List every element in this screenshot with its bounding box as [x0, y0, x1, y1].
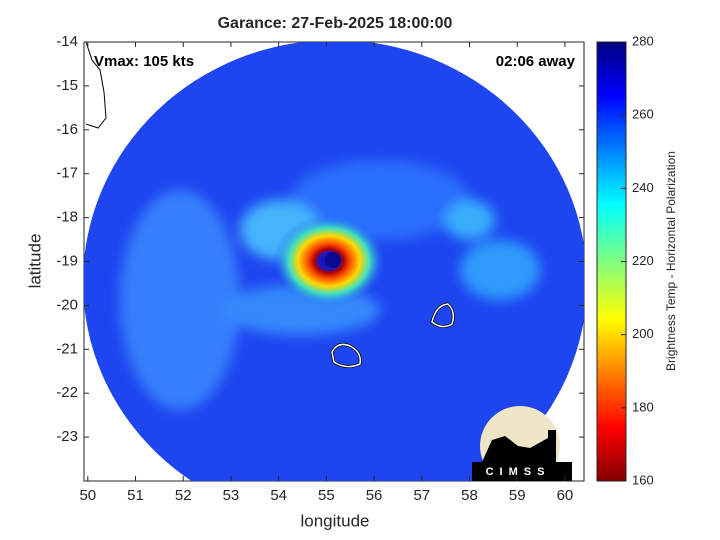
- colorbar-tick-label: 240: [632, 180, 654, 195]
- x-axis-label: longitude: [300, 511, 369, 530]
- y-tick-label: -15: [56, 77, 78, 94]
- colorbar-tick-label: 160: [632, 472, 654, 487]
- x-tick-label: 56: [366, 487, 383, 504]
- x-tick-label: 50: [79, 487, 96, 504]
- y-tick-label: -20: [56, 296, 78, 313]
- colorbar-tick-label: 180: [632, 399, 654, 414]
- colorbar-tick-label: 280: [632, 33, 654, 48]
- x-tick-label: 51: [127, 487, 144, 504]
- y-tick-label: -22: [56, 384, 78, 401]
- y-tick-label: -18: [56, 209, 78, 226]
- imagery: [84, 42, 584, 481]
- y-tick-label: -17: [56, 165, 78, 182]
- annotation: Vmax: 105 kts: [94, 53, 194, 70]
- x-tick-label: 58: [461, 487, 478, 504]
- y-tick-label: -16: [56, 121, 78, 138]
- x-tick-label: 60: [557, 487, 574, 504]
- colorbar-tick-label: 260: [632, 107, 654, 122]
- x-tick-label: 55: [318, 487, 335, 504]
- colorbar-label: Brightness Temp - Horizontal Polarizatio…: [664, 151, 678, 371]
- y-tick-label: -14: [56, 33, 78, 50]
- colorbar-tick-label: 220: [632, 253, 654, 268]
- chart-title: Garance: 27-Feb-2025 18:00:00: [218, 15, 453, 32]
- x-tick-label: 54: [270, 487, 287, 504]
- logo-text: CIMSS: [486, 466, 551, 478]
- y-tick-label: -19: [56, 252, 78, 269]
- x-tick-label: 52: [175, 487, 192, 504]
- y-axis-label: latitude: [25, 234, 44, 289]
- y-tick-label: -23: [56, 428, 78, 445]
- y-tick-label: -21: [56, 340, 78, 357]
- annotation: 02:06 away: [496, 53, 576, 70]
- colorbar-tick-label: 200: [632, 326, 654, 341]
- x-tick-label: 59: [509, 487, 526, 504]
- x-tick-label: 57: [413, 487, 430, 504]
- x-tick-label: 53: [223, 487, 240, 504]
